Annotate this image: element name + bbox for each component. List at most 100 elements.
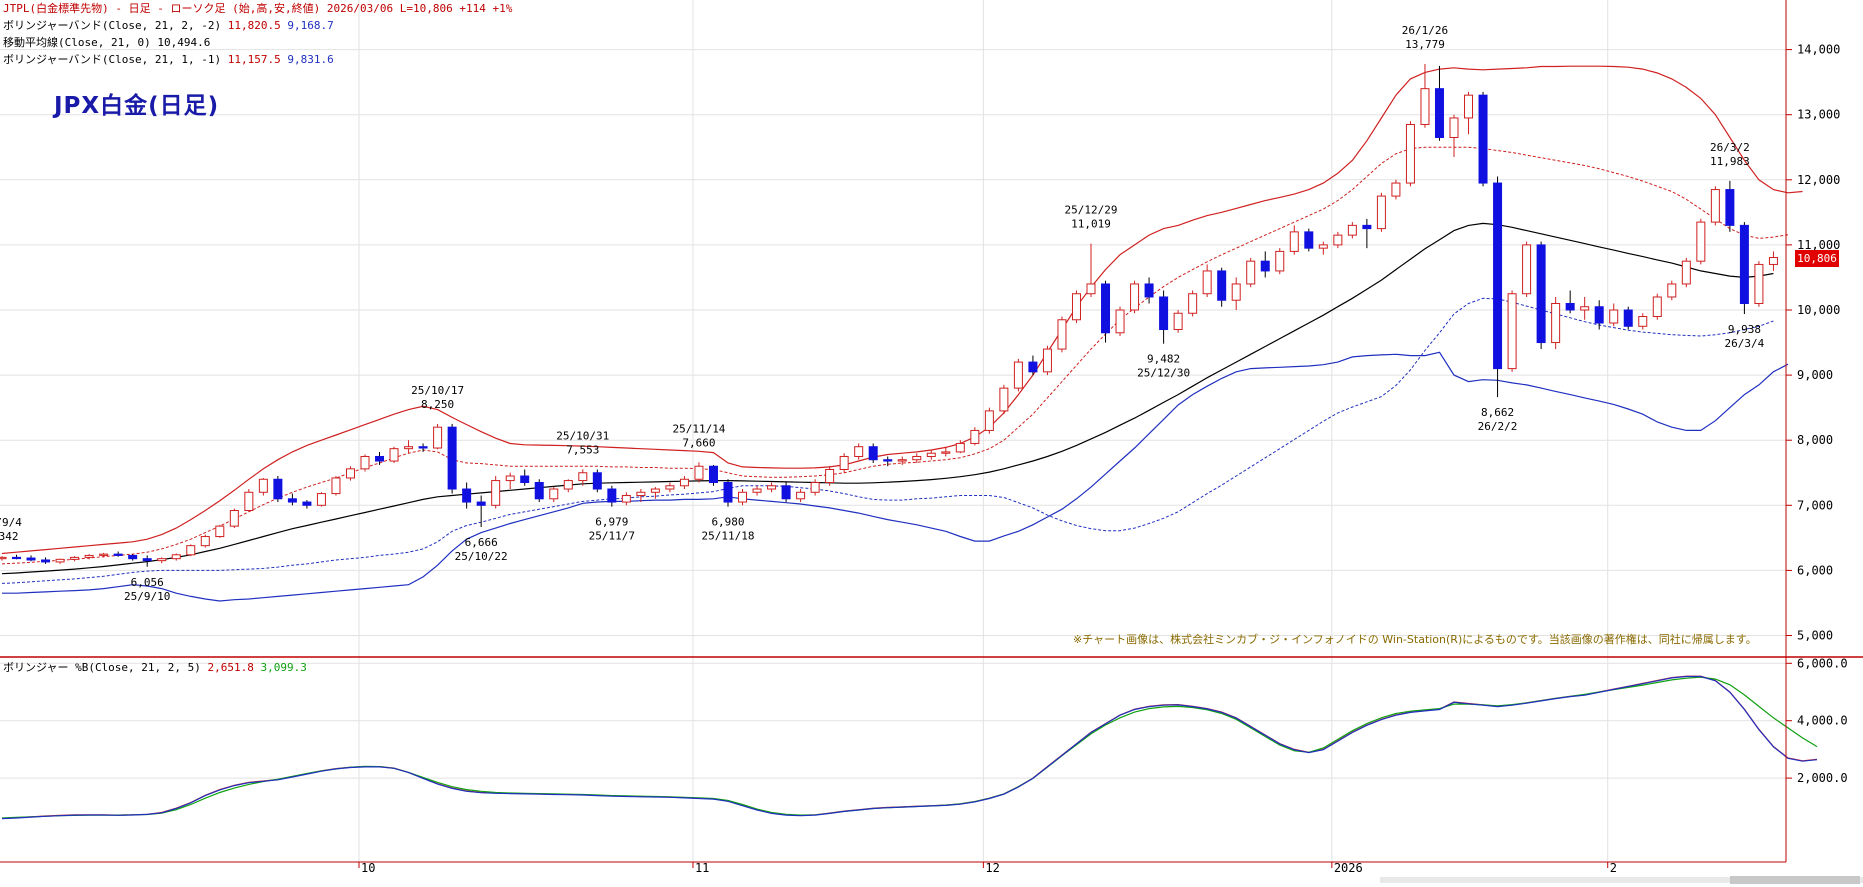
bullish-candle xyxy=(1522,241,1532,297)
bullish-candle xyxy=(549,487,559,503)
bearish-candle xyxy=(1725,180,1735,232)
annotation-date: 25/12/29 xyxy=(1065,204,1118,217)
bullish-candle xyxy=(621,492,631,506)
annotation-value: 13,779 xyxy=(1405,38,1445,51)
candle-body xyxy=(1609,309,1619,324)
candle-body xyxy=(1362,224,1372,230)
scrollbar[interactable] xyxy=(1380,876,1863,884)
percent-b-label: ボリンジャー %B(Close, 21, 2, 5) xyxy=(3,661,201,674)
bearish-candle xyxy=(26,555,36,562)
candle-body xyxy=(505,475,515,482)
candle-body xyxy=(839,455,849,470)
bullish-candle xyxy=(404,440,414,454)
candle-body xyxy=(1013,361,1023,389)
candle-body xyxy=(41,559,51,563)
bb2-upper-value: 11,820.5 xyxy=(227,19,281,32)
bullish-candle xyxy=(1551,296,1561,350)
bullish-candle xyxy=(84,554,94,560)
bullish-candle xyxy=(200,534,210,548)
scrollbar-track[interactable] xyxy=(1380,877,1863,883)
annotation-date: 25/10/22 xyxy=(455,550,508,563)
candle-body xyxy=(781,485,791,500)
price-annotation: 25/9/46,342 xyxy=(0,516,22,543)
bearish-candle xyxy=(128,554,138,561)
bullish-candle xyxy=(1071,290,1081,324)
candle-body xyxy=(1420,88,1430,125)
percent-b-lines xyxy=(1,675,1818,820)
bullish-candle xyxy=(796,489,806,503)
sub-gridlines xyxy=(0,662,1786,779)
y-tick-label: 8,000 xyxy=(1797,433,1833,447)
bullish-candle xyxy=(1318,241,1328,255)
bullish-candle xyxy=(1667,280,1677,301)
candle-body xyxy=(926,452,936,457)
bearish-candle xyxy=(12,554,22,560)
bullish-candle xyxy=(244,489,254,512)
bullish-candle xyxy=(1246,257,1256,288)
candle-body xyxy=(331,477,341,495)
candle-body xyxy=(70,556,80,560)
candle-body xyxy=(258,478,268,493)
bullish-candle xyxy=(970,427,980,446)
sub-y-tick-label: 4,000.0 xyxy=(1797,714,1848,728)
percent-b-value-1: 2,651.8 xyxy=(207,661,254,674)
candle-body xyxy=(1768,257,1778,265)
instrument-name: (白金標準先物) xyxy=(29,2,109,15)
candle-body xyxy=(1202,270,1212,295)
scrollbar-thumb[interactable] xyxy=(1730,876,1860,884)
current-date: 2026/03/06 xyxy=(326,2,394,15)
bullish-candle xyxy=(1347,222,1357,239)
chart-frame xyxy=(0,0,1863,863)
candle-body xyxy=(1449,117,1459,138)
bullish-candle xyxy=(1449,114,1459,158)
bullish-candle xyxy=(854,443,864,460)
candle-body xyxy=(1464,94,1474,119)
bullish-candle xyxy=(1289,225,1299,255)
annotation-value: 7,553 xyxy=(566,443,599,456)
y-tick-label: 5,000 xyxy=(1797,629,1833,643)
bearish-candle xyxy=(1159,290,1169,344)
annotation-date: 25/10/17 xyxy=(411,384,464,397)
bearish-candle xyxy=(1028,355,1038,376)
y-tick-label: 14,000 xyxy=(1797,43,1840,57)
x-tick-label: 2 xyxy=(1610,861,1617,875)
bullish-candle xyxy=(99,552,109,558)
candle-body xyxy=(433,426,443,449)
candle-body xyxy=(1173,312,1183,331)
percent-b-series-green xyxy=(1,676,1818,819)
candle-body xyxy=(215,525,225,538)
bearish-candle xyxy=(113,551,123,557)
bullish-candle xyxy=(578,469,588,486)
candle-body xyxy=(752,488,762,493)
candle-body xyxy=(738,491,748,503)
annotation-date: 26/3/2 xyxy=(1710,141,1750,154)
bearish-candle xyxy=(273,476,283,503)
annotation-value: 6,342 xyxy=(0,530,19,543)
candle-body xyxy=(1434,88,1444,138)
candle-body xyxy=(1391,182,1401,197)
candle-body xyxy=(229,510,239,527)
bullish-candle xyxy=(839,453,849,473)
candle-body xyxy=(1086,283,1096,295)
bullish-candle xyxy=(1696,218,1706,265)
bullish-candle xyxy=(1057,316,1067,353)
bullish-candle xyxy=(955,440,965,454)
candle-body xyxy=(1667,283,1677,298)
last-price-label: 10,806 xyxy=(1795,250,1839,267)
bullish-candle xyxy=(0,556,7,561)
candle-body xyxy=(360,455,370,470)
bullish-candle xyxy=(345,466,355,481)
annotation-date: 25/9/4 xyxy=(0,516,22,529)
bullish-candle xyxy=(1464,91,1474,135)
bullish-candle xyxy=(679,476,689,490)
candle-body xyxy=(767,485,777,490)
annotation-value: 6,666 xyxy=(465,536,498,549)
candle-body xyxy=(287,498,297,503)
bullish-candle xyxy=(1681,257,1691,288)
bullish-candle xyxy=(157,557,167,564)
ma-value: 10,494.6 xyxy=(157,36,211,49)
candle-body xyxy=(1217,270,1227,301)
candle-body xyxy=(200,536,210,547)
